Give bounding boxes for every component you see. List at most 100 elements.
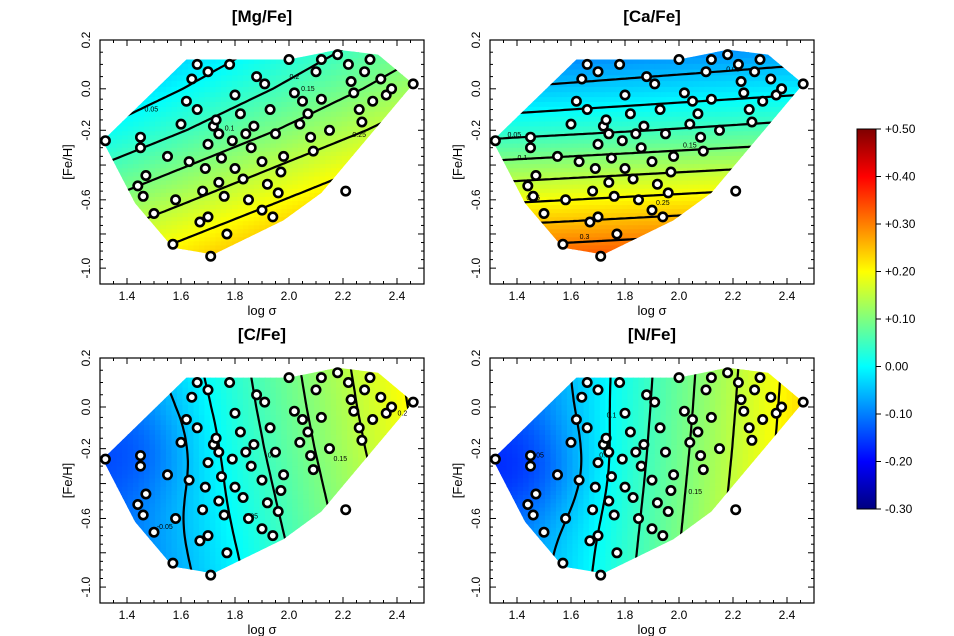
field-cell [160,57,167,64]
field-cell [242,51,250,59]
field-cell [253,187,261,193]
field-cell [775,171,782,177]
field-cell [149,146,156,152]
field-cell [308,183,315,189]
field-cell [369,244,376,250]
field-cell [226,115,233,122]
field-cell [209,155,217,161]
field-cell [363,115,370,122]
field-cell [682,179,689,185]
field-cell [407,106,414,112]
field-cell [138,208,145,214]
field-cell [594,244,601,250]
field-cell [363,159,370,165]
field-cell [396,91,403,98]
field-cell [182,228,189,234]
field-cell [369,240,376,246]
field-cell [621,200,629,206]
field-cell [374,68,381,76]
field-cell [583,228,590,234]
field-cell [764,240,771,246]
field-cell [374,146,381,152]
field-cell [116,125,123,132]
field-cell [259,244,266,250]
field-cell [577,236,585,242]
field-cell [303,159,310,165]
panel-title: [Mg/Fe] [232,7,292,26]
field-cell [111,86,118,93]
field-cell [363,134,370,140]
field-cell [704,236,711,242]
field-cell [391,208,398,214]
field-cell [710,257,716,262]
field-cell [281,49,288,53]
field-cell [314,171,321,177]
field-cell [320,261,326,266]
field-cell [638,212,645,218]
field-cell [286,248,294,254]
field-cell [237,96,244,102]
field-cell [748,179,755,185]
field-cell [308,106,315,112]
field-cell [786,244,793,250]
field-cell [396,68,403,76]
field-cell [495,200,502,206]
field-cell [314,134,321,140]
field-cell [698,228,705,234]
field-cell [111,101,118,107]
field-cell [144,110,151,117]
field-cell [292,167,299,173]
field-cell [138,252,145,255]
field-cell [116,167,123,173]
field-cell [352,146,359,152]
field-cell [133,110,140,117]
field-cell [627,257,633,262]
field-cell [561,159,568,165]
field-cell [737,151,744,156]
field-cell [632,192,640,197]
field-cell [764,179,771,185]
field-cell [154,120,162,127]
field-cell [555,179,563,185]
field-cell [698,212,705,218]
field-cell [138,248,145,254]
field-cell [105,49,112,53]
field-cell [253,228,261,234]
field-cell [622,261,628,266]
field-cell [544,179,552,185]
field-cell [687,212,695,218]
field-cell [341,138,348,144]
field-cell [364,261,370,266]
field-cell [374,106,381,112]
data-point [283,53,295,65]
field-cell [770,248,777,254]
field-cell [154,151,162,156]
field-cell [385,167,392,173]
data-point [99,135,111,147]
field-cell [303,63,310,70]
field-cell [144,252,151,255]
field-cell [693,216,700,222]
field-cell [407,212,414,218]
field-cell [209,248,217,254]
field-cell [407,63,414,70]
field-cell [660,179,667,185]
field-cell [369,224,376,230]
field-cell [352,228,359,234]
field-cell [413,106,414,112]
field-cell [341,212,348,218]
field-cell [270,96,277,102]
field-cell [242,57,250,64]
field-cell [363,232,370,238]
field-cell [215,232,222,238]
field-cell [144,151,151,156]
field-cell [215,49,222,53]
field-cell [363,175,370,181]
field-cell [133,86,140,93]
field-cell [665,159,673,165]
field-cell [215,80,222,87]
field-cell [693,171,700,177]
field-cell [270,151,277,156]
field-cell [693,212,700,218]
field-cell [407,208,414,214]
